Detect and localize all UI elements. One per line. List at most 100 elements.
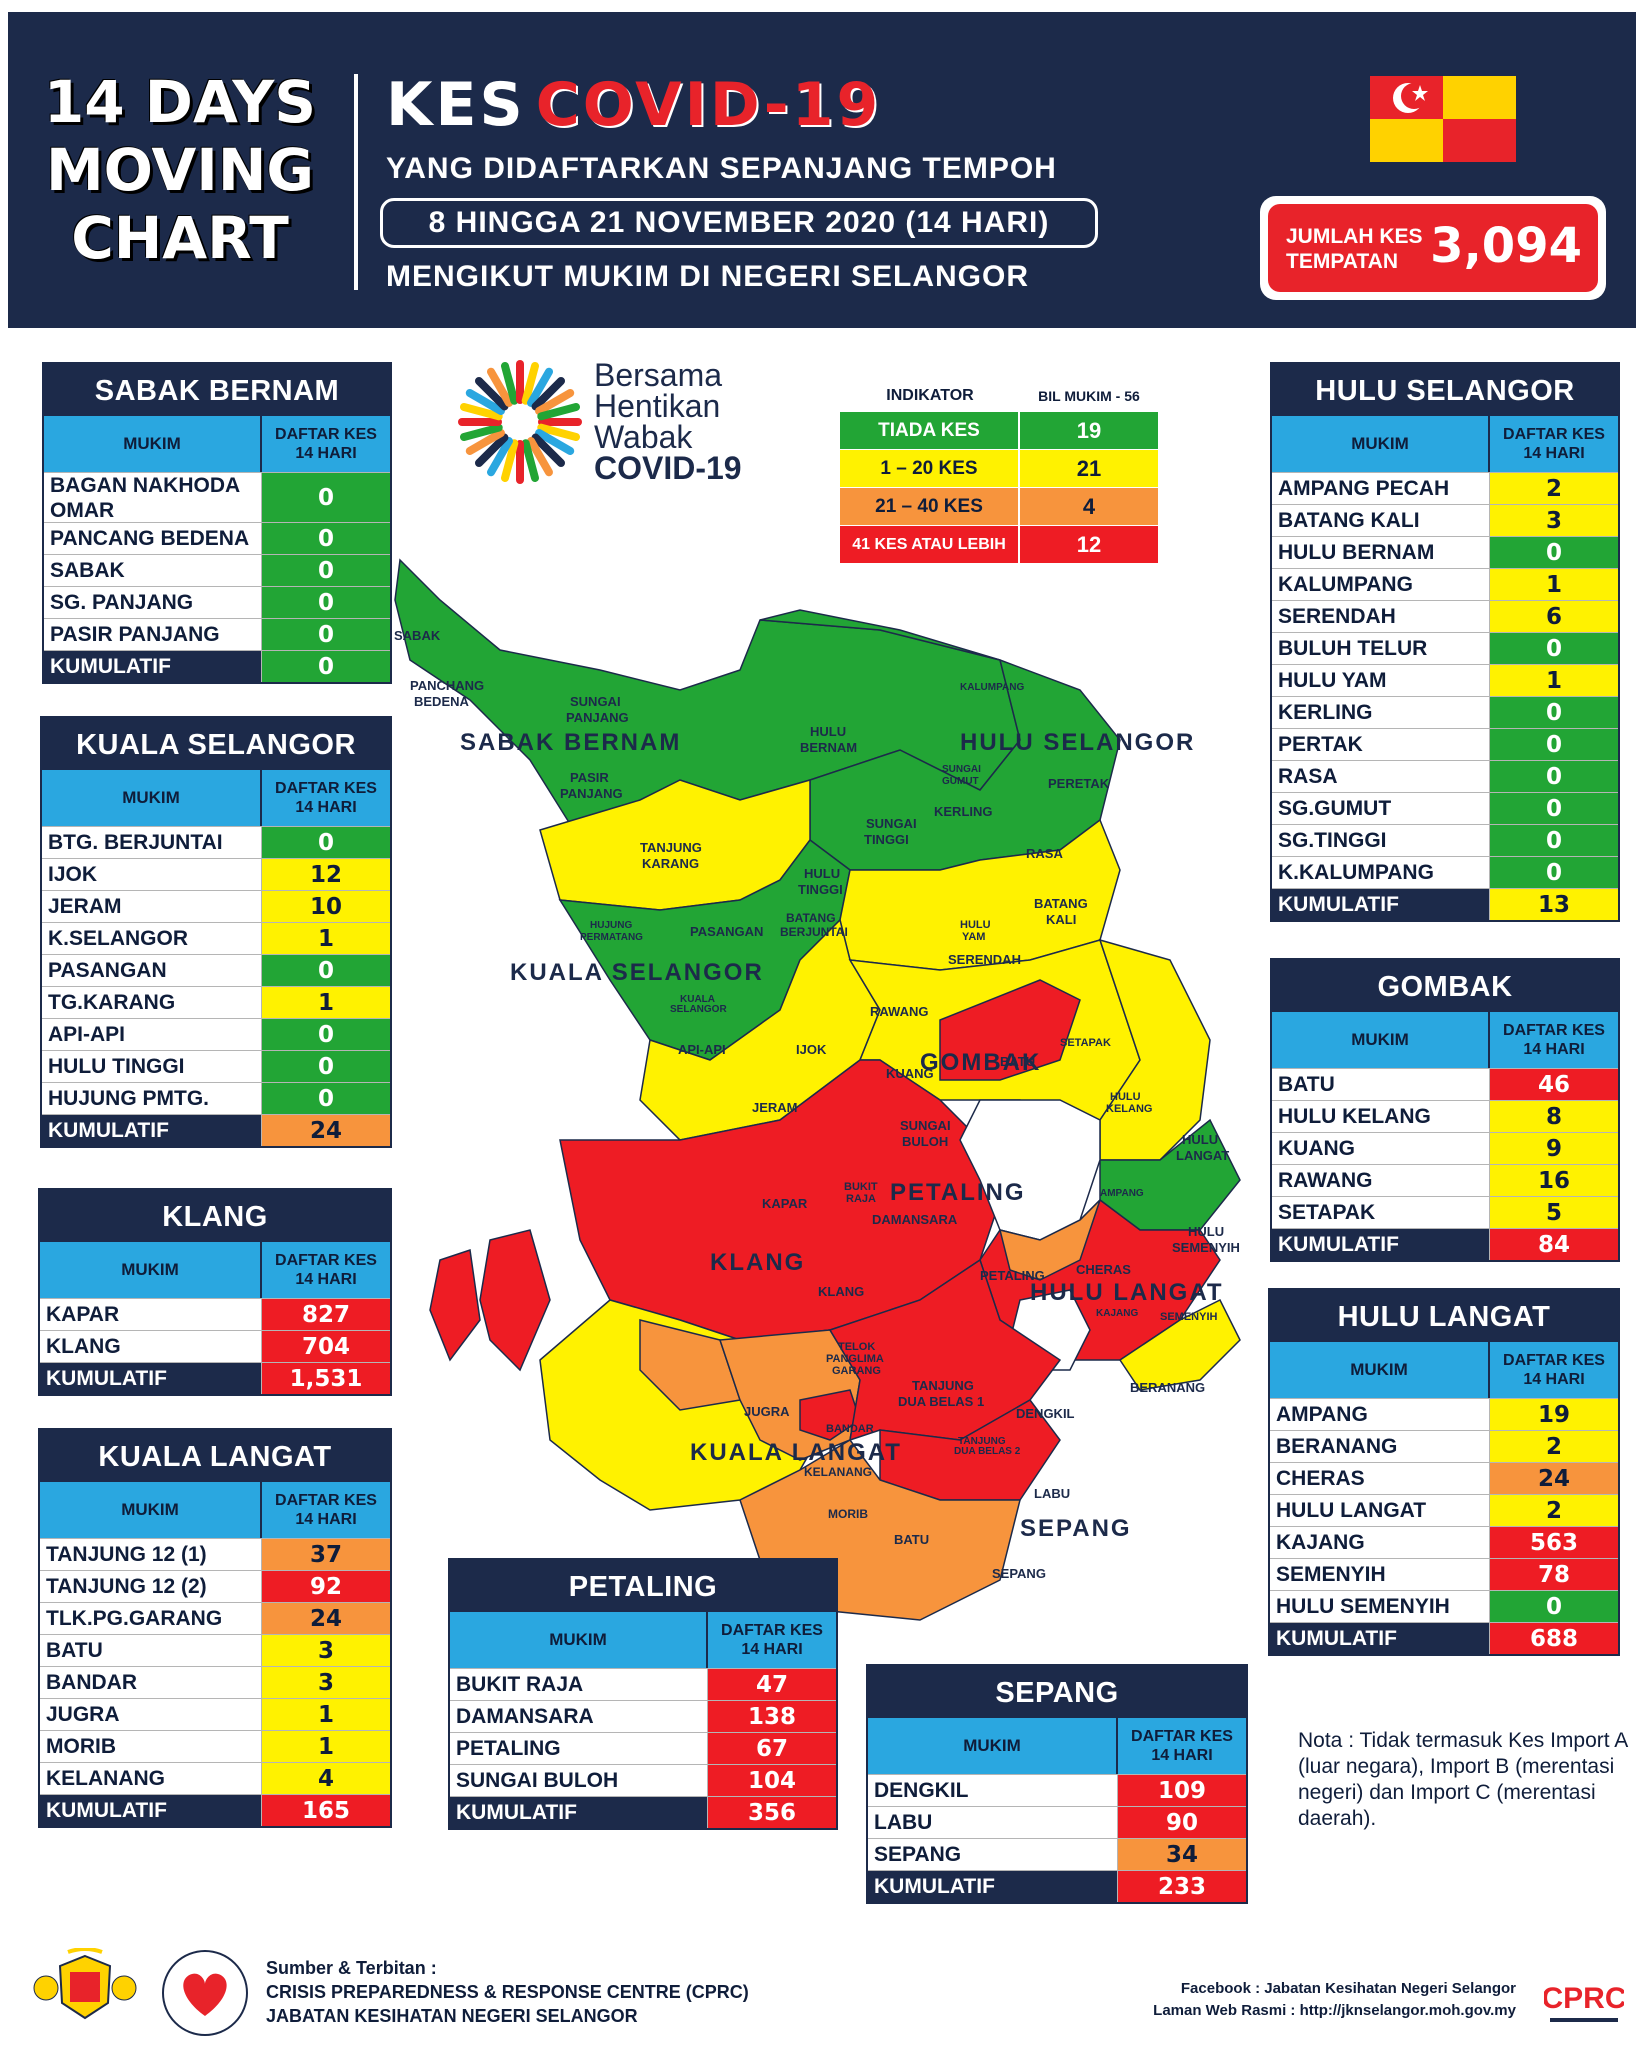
case-count: 2 [1490,1495,1618,1526]
legend-row-none: TIADA KES 19 [840,412,1158,450]
table-title: KUALA LANGAT [40,1430,390,1482]
table-kuala-langat: KUALA LANGAT MUKIM DAFTAR KES 14 HARI TA… [38,1428,392,1828]
case-count: 90 [1118,1807,1246,1838]
table-row: BTG. BERJUNTAI 0 [42,826,390,858]
kumulatif-value: 688 [1490,1623,1618,1654]
map-mukim-bandar: BANDAR [826,1423,874,1435]
logo-ray [487,437,513,477]
kumulatif-row: KUMULATIF 24 [42,1114,390,1146]
col-mukim: MUKIM [1270,1342,1490,1398]
col-daftar-line2: 14 HARI [741,1641,803,1658]
map-label-klang: KLANG [710,1249,805,1276]
mukim-name: AMPANG PECAH [1272,473,1490,504]
title-line-3: CHART [71,204,289,272]
col-mukim: MUKIM [42,770,262,826]
table-title: HULU SELANGOR [1272,364,1618,416]
mukim-name: BERANANG [1270,1431,1490,1462]
table-title: SABAK BERNAM [44,364,390,416]
table-row: PERTAK 0 [1272,728,1618,760]
table-row: CHERAS 24 [1270,1462,1618,1494]
footer-website: Laman Web Rasmi : http://jknselangor.moh… [1153,2002,1516,2019]
case-count: 8 [1490,1101,1618,1132]
case-count: 563 [1490,1527,1618,1558]
map-label-kuala-selangor: KUALA SELANGOR [510,959,764,986]
mukim-name: SG.GUMUT [1272,793,1490,824]
legend-row-low: 1 – 20 KES 21 [840,450,1158,488]
map-mukim-kerling: KERLING [934,804,993,819]
table-gombak: GOMBAK MUKIM DAFTAR KES 14 HARI BATU 46 … [1270,958,1620,1262]
col-mukim: MUKIM [40,1482,262,1538]
total-cases-badge: JUMLAH KES TEMPATAN 3,094 [1260,196,1606,300]
case-count: 0 [262,473,390,522]
map-mukim-damansara: DAMANSARA [872,1212,958,1227]
logo-ray [459,402,503,421]
table-row: TANJUNG 12 (2) 92 [40,1570,390,1602]
table-row: HULU SEMENYIH 0 [1270,1590,1618,1622]
table-row: BAGAN NAKHODA OMAR 0 [44,472,390,522]
map-mukim-telok: TELOK [838,1341,875,1353]
mukim-name: SG. PANJANG [44,587,262,618]
map-mukim-hulutinggi-2: TINGGI [798,882,843,897]
logo-ray [500,439,519,483]
map-mukim-hulukelang-2: KELANG [1106,1103,1152,1115]
table-row: KELANANG 4 [40,1762,390,1794]
map-mukim-labu: LABU [1034,1486,1070,1501]
mukim-name: KELANANG [40,1763,262,1794]
table-header: MUKIM DAFTAR KES 14 HARI [450,1612,836,1668]
case-count: 1 [1490,569,1618,600]
case-count: 0 [262,827,390,858]
col-mukim: MUKIM [450,1612,708,1668]
map-mukim-huluyam-2: YAM [962,931,985,943]
col-daftar-line1: DAFTAR KES [1131,1728,1233,1745]
kumulatif-row: KUMULATIF 84 [1272,1228,1618,1260]
map-mukim-kualaselangor-2: SELANGOR [670,1004,727,1015]
kumulatif-label: KUMULATIF [868,1871,1118,1902]
legend-count: 12 [1076,532,1102,557]
map-mukim-hulukelang: HULU [1110,1091,1141,1103]
case-count: 16 [1490,1165,1618,1196]
table-row: TLK.PG.GARANG 24 [40,1602,390,1634]
kumulatif-label: KUMULATIF [450,1797,708,1828]
case-count: 0 [1490,1591,1618,1622]
case-count: 0 [1490,729,1618,760]
table-klang: KLANG MUKIM DAFTAR KES 14 HARI KAPAR 827… [38,1188,392,1396]
legend-row-medium: 21 – 40 KES 4 [840,488,1158,526]
map-mukim-sepang: SEPANG [992,1566,1046,1581]
map-mukim-hulusemenyih: HULU [1188,1224,1224,1239]
table-row: SG. PANJANG 0 [44,586,390,618]
footer-source: Sumber & Terbitan : CRISIS PREPAREDNESS … [266,1956,749,2028]
kumulatif-value: 24 [262,1115,390,1146]
table-header: MUKIM DAFTAR KES 14 HARI [1270,1342,1618,1398]
case-count: 4 [262,1763,390,1794]
table-row: MORIB 1 [40,1730,390,1762]
map-mukim-dengkil: DENGKIL [1016,1406,1075,1421]
table-row: SABAK 0 [44,554,390,586]
mukim-name: SEMENYIH [1270,1559,1490,1590]
region-beranang [1118,1298,1241,1391]
mukim-name: LABU [868,1807,1118,1838]
map-mukim-sggumut: SUNGAI [942,764,981,775]
footer-org-jkn: JABATAN KESIHATAN NEGERI SELANGOR [266,2006,638,2026]
note-text: Nota : Tidak termasuk Kes Import A (luar… [1298,1729,1628,1830]
col-daftar-line2: 14 HARI [1151,1747,1213,1764]
case-count: 0 [262,955,390,986]
map-mukim-kapar: KAPAR [762,1196,808,1211]
case-count: 1 [262,923,390,954]
case-count: 0 [1490,825,1618,856]
legend-count: 19 [1076,418,1102,443]
logo-line-3: Wabak [594,419,693,455]
mukim-name: RASA [1272,761,1490,792]
footer-contacts: Facebook : Jabatan Kesihatan Negeri Sela… [1153,1978,1516,2022]
table-header: MUKIM DAFTAR KES 14 HARI [44,416,390,472]
malaysia-coat-of-arms-icon [33,1948,137,2020]
region-cheras [998,1199,1101,1281]
cprc-logo-text: CPRC [1544,1982,1624,2015]
mukim-name: PETALING [450,1733,708,1764]
total-value: 3,094 [1430,218,1582,274]
table-header: MUKIM DAFTAR KES 14 HARI [40,1242,390,1298]
mukim-name: TLK.PG.GARANG [40,1603,262,1634]
col-daftar: DAFTAR KES 14 HARI [262,1482,390,1538]
main-title: KES COVID-19 [386,70,881,140]
mukim-name: BATANG KALI [1272,505,1490,536]
table-title: GOMBAK [1272,960,1618,1012]
